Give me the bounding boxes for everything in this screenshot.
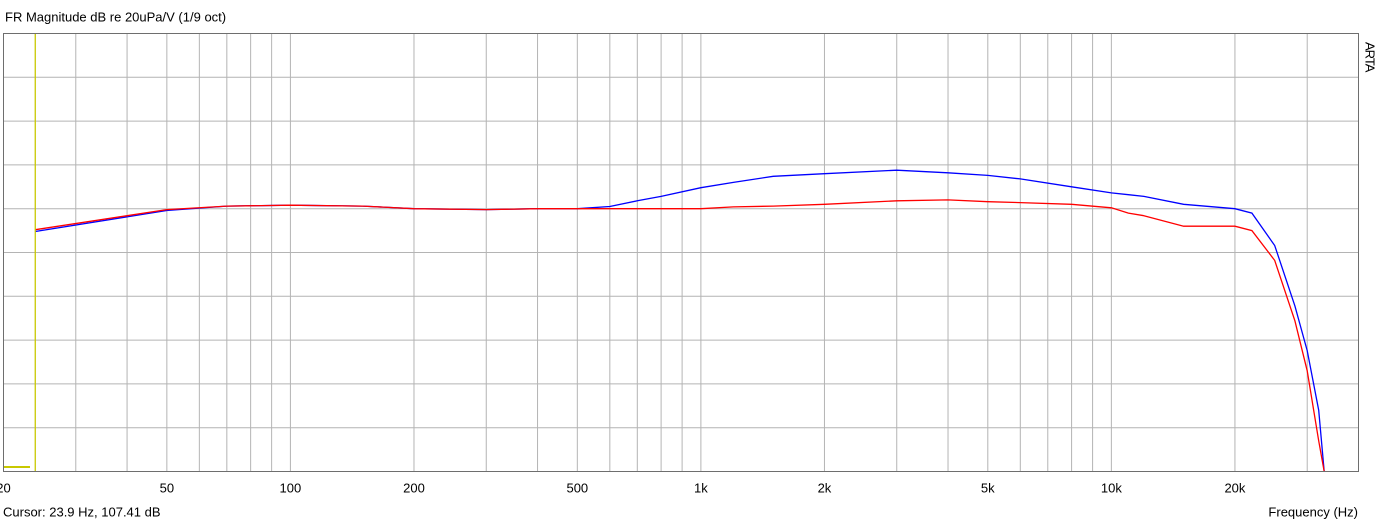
x-tick-label: 10k bbox=[1101, 480, 1122, 495]
cursor-readout: Cursor: 23.9 Hz, 107.41 dB bbox=[3, 504, 161, 519]
series-line bbox=[35, 199, 1325, 472]
x-tick-label: 50 bbox=[160, 480, 174, 495]
watermark: ARTA bbox=[1363, 42, 1378, 73]
x-axis-label: Frequency (Hz) bbox=[1268, 504, 1358, 519]
plot-frame-outline bbox=[3, 33, 1359, 472]
x-tick-label: 20 bbox=[0, 480, 11, 495]
x-tick-label: 1k bbox=[694, 480, 708, 495]
x-tick-label: 100 bbox=[280, 480, 302, 495]
x-tick-label: 5k bbox=[981, 480, 995, 495]
x-tick-label: 2k bbox=[818, 480, 832, 495]
chart-title: FR Magnitude dB re 20uPa/V (1/9 oct) bbox=[5, 9, 226, 24]
x-tick-label: 500 bbox=[566, 480, 588, 495]
x-tick-label: 200 bbox=[403, 480, 425, 495]
x-tick-label: 20k bbox=[1224, 480, 1245, 495]
